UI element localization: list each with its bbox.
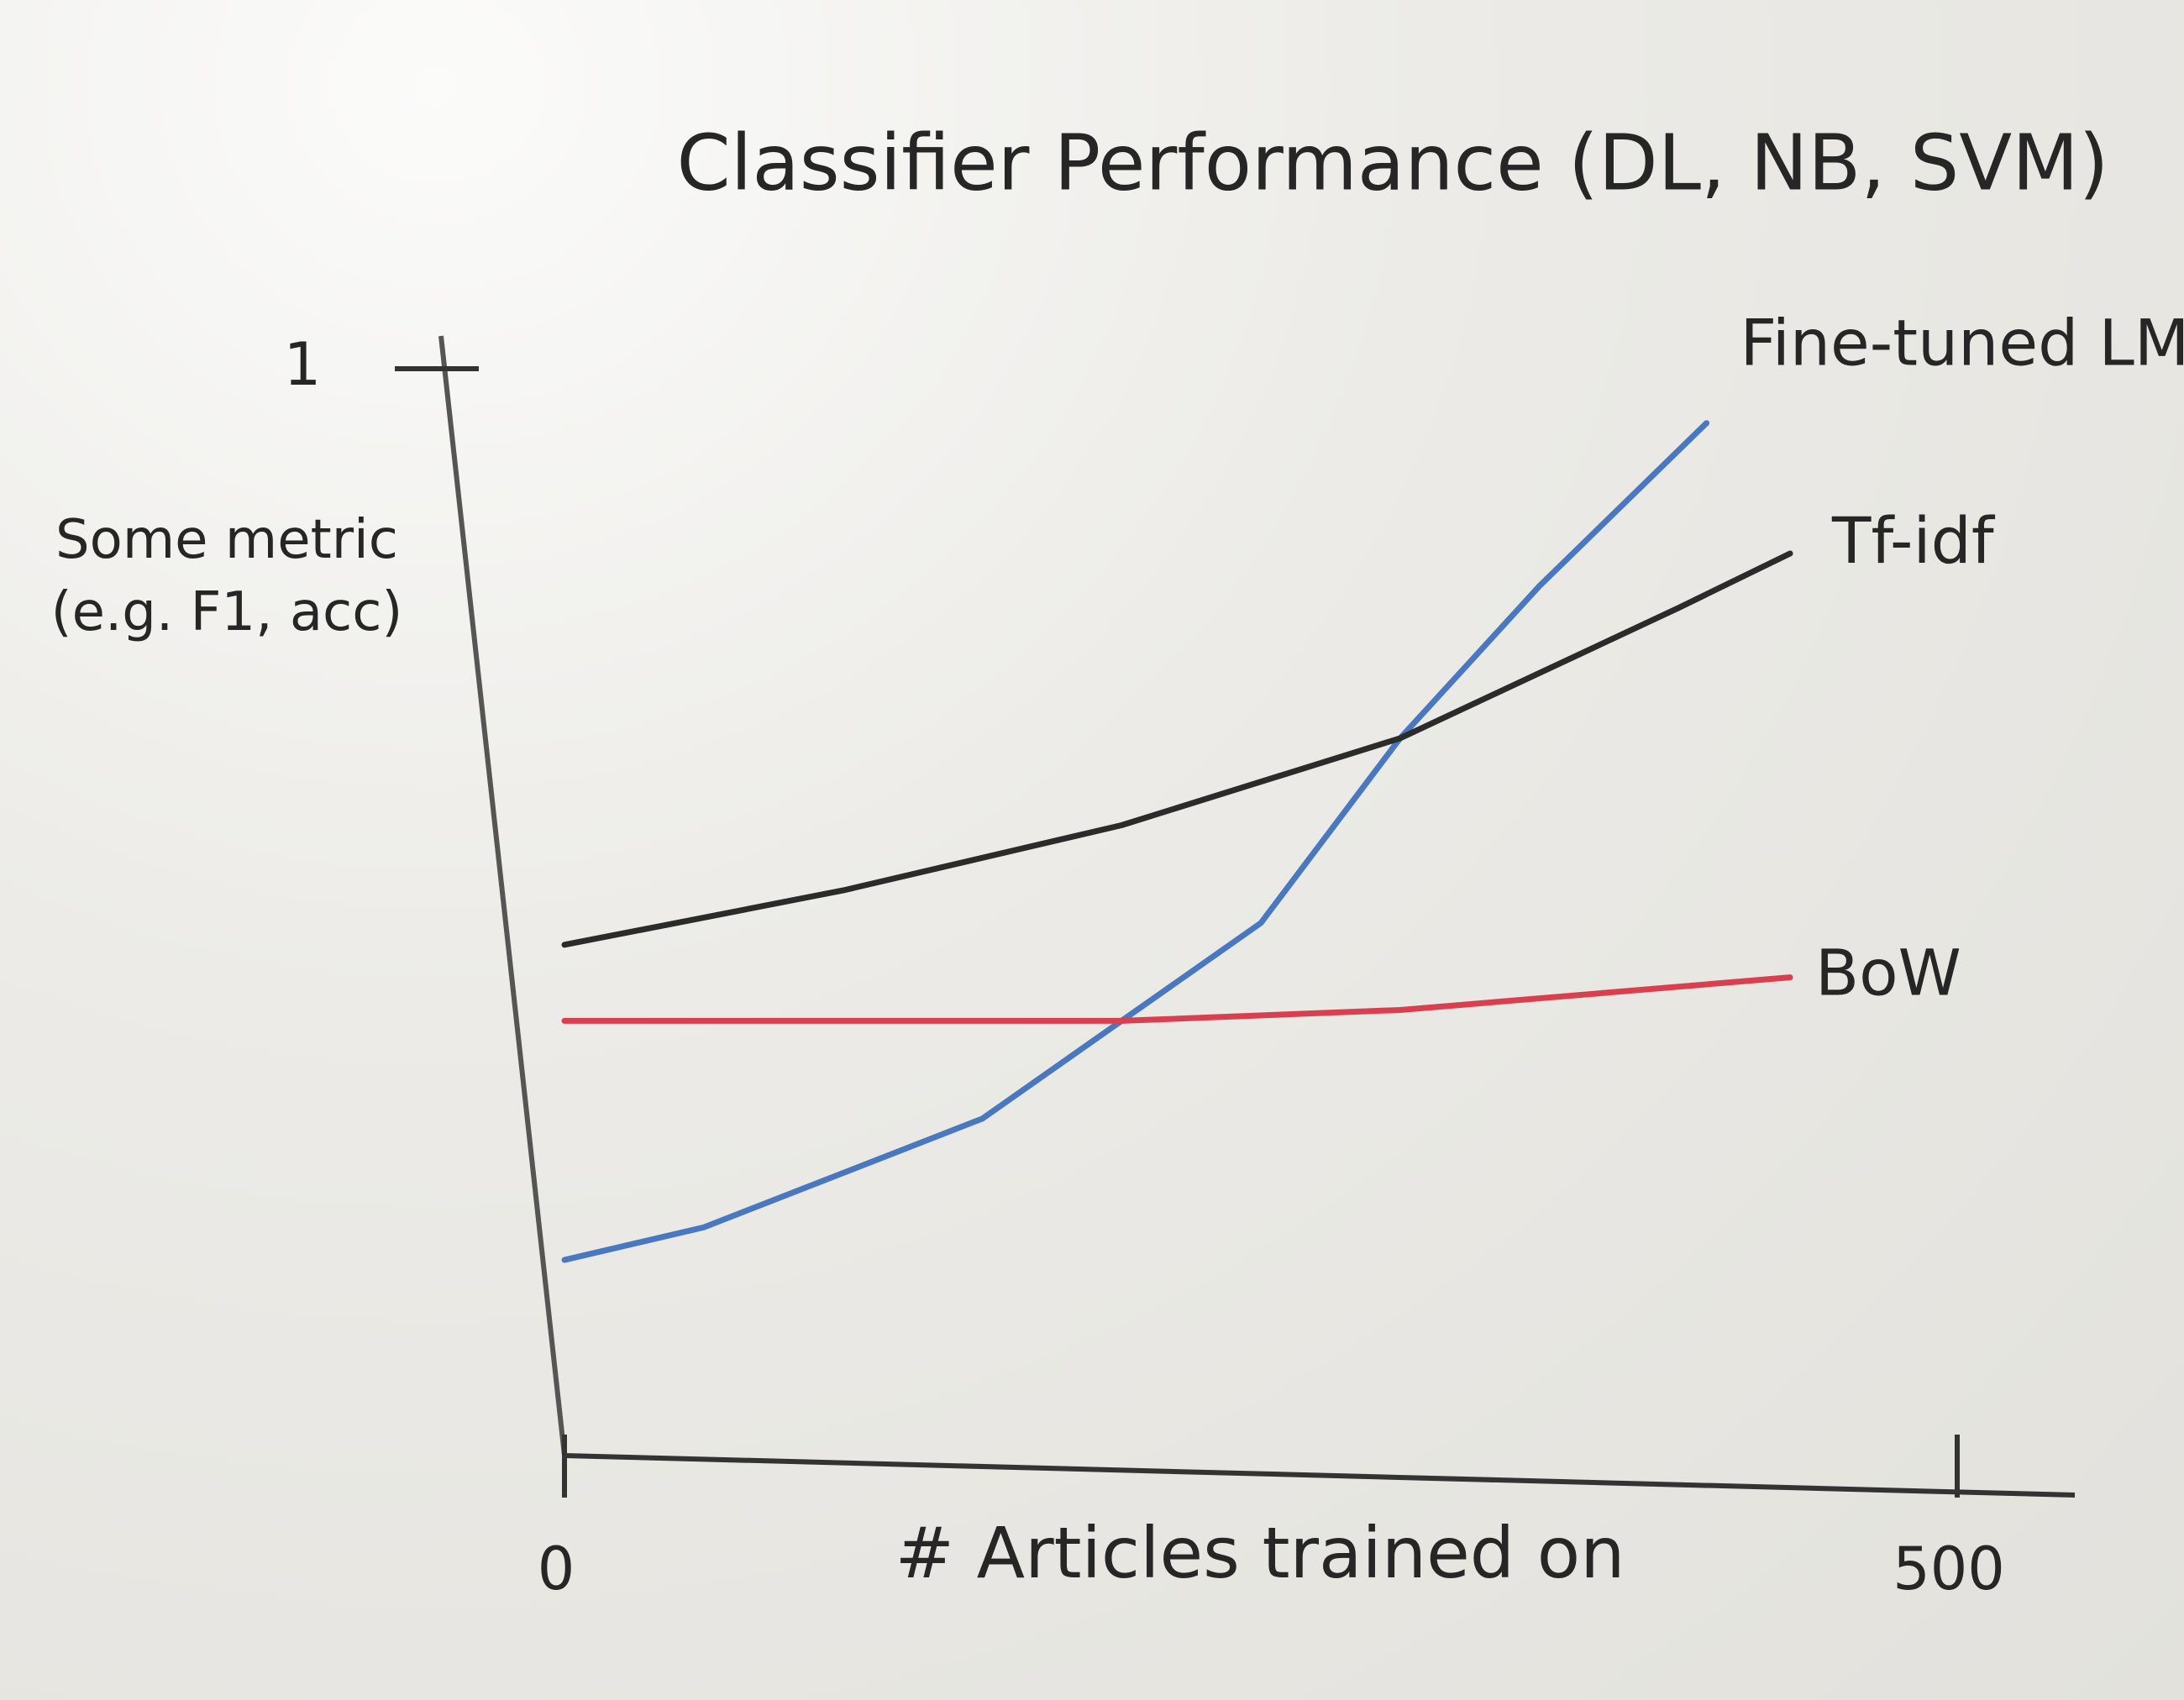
x-tick-label: 0 <box>538 1535 575 1603</box>
series-label: Tf-idf <box>1831 503 1996 578</box>
chart-title: Classifier Performance (DL, NB, SVM) <box>677 118 2109 207</box>
y-tick-label: 1 <box>284 330 322 399</box>
series-label: BoW <box>1815 936 1961 1010</box>
x-tick-label: 500 <box>1893 1535 2005 1603</box>
x-axis <box>564 1453 2076 1498</box>
series-line <box>561 974 1793 1024</box>
y-axis <box>438 335 567 1456</box>
series-line <box>561 420 1710 1263</box>
series-label: Fine-tuned LM <box>1740 306 2184 380</box>
x-axis-label: # Articles trained on <box>895 1512 1625 1594</box>
y-axis-label: Some metric (e.g. F1, acc) <box>50 509 403 644</box>
series-line <box>561 550 1793 948</box>
